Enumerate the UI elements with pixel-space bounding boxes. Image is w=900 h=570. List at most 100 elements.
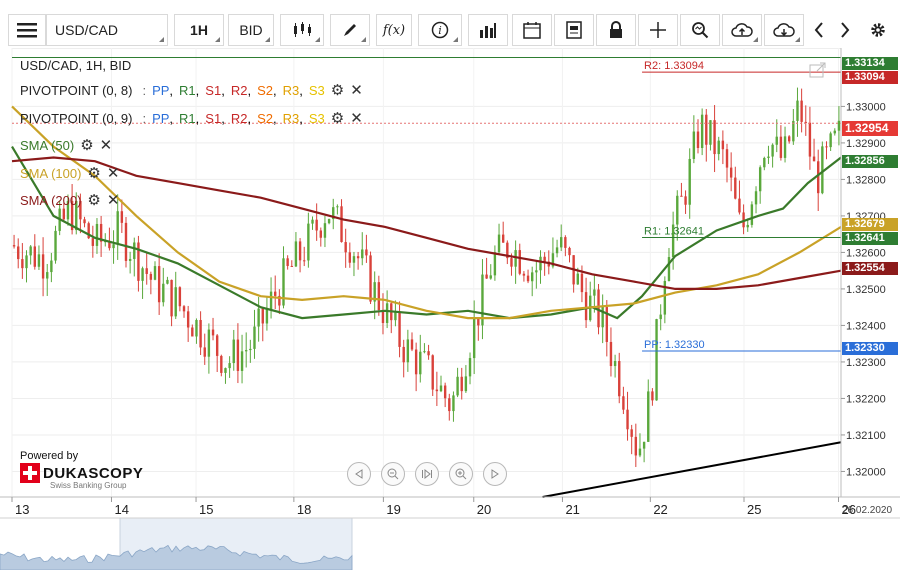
sma50-name: SMA (50) [20, 137, 75, 153]
candle-body [124, 222, 128, 261]
zoom-in-button[interactable] [449, 462, 473, 486]
candle-body [555, 247, 559, 254]
candle-body [439, 385, 443, 392]
candle-body [199, 319, 202, 348]
triangle-left-icon [355, 469, 363, 479]
level-label: R2: 1.33094 [644, 60, 704, 72]
price-chart[interactable]: R2: 1.33094 R1: 1.32641 PP: 1.32330 1.3200… [0, 48, 900, 570]
sma200-close-icon[interactable]: ✕ [106, 191, 120, 209]
sma100-gear-icon[interactable]: ⚙ [87, 164, 101, 182]
candle-body [472, 317, 476, 359]
zoom-button[interactable] [680, 14, 720, 46]
candle-body [257, 308, 260, 327]
settings-button[interactable] [862, 14, 894, 46]
pivot-2-close-icon[interactable]: ✕ [350, 109, 363, 127]
grid [11, 48, 841, 497]
bars-icon [480, 23, 496, 38]
pivot-1-gear-icon[interactable]: ⚙ [330, 81, 345, 99]
indicators-button[interactable]: f(x) [376, 14, 412, 46]
x-tick-label: 21 [565, 502, 579, 517]
chart-type-button[interactable] [280, 14, 324, 46]
candle-body [91, 238, 95, 246]
pivot-2-s3: S3 [308, 110, 325, 126]
reset-view-button[interactable] [415, 462, 439, 486]
candle-body [456, 376, 459, 396]
x-tick-label: 15 [199, 502, 213, 517]
pivot-1-close-icon[interactable]: ✕ [350, 81, 363, 99]
navigator[interactable] [0, 517, 900, 570]
candle-body [385, 303, 389, 324]
scroll-right-button[interactable] [832, 14, 858, 46]
draw-tools-button[interactable] [330, 14, 370, 46]
candle-body [278, 295, 281, 306]
sma50-gear-icon[interactable]: ⚙ [80, 136, 94, 154]
candle-body [311, 219, 314, 224]
candle-body [626, 409, 629, 430]
candles-icon [294, 22, 311, 37]
sma50-close-icon[interactable]: ✕ [99, 136, 113, 154]
pivot-2-r2: R2 [230, 110, 248, 126]
pivot-indicator-1: PIVOTPOINT (0, 8) : PP, R1, S1, R2, S2, … [20, 81, 363, 99]
candle-body [671, 224, 675, 258]
crosshair-button[interactable] [638, 14, 678, 46]
candle-body [75, 200, 78, 231]
pivot-1-r3: R3 [282, 82, 300, 98]
candle-body [298, 241, 302, 261]
candle-body [506, 242, 509, 259]
upload-button[interactable] [722, 14, 762, 46]
menu-button[interactable] [8, 14, 46, 46]
dukascopy-logo[interactable]: DUKASCOPY Swiss Banking Group [20, 463, 144, 490]
candle-body [33, 246, 36, 267]
calendar-icon [523, 22, 541, 39]
info-icon: i [431, 21, 449, 39]
fullscreen-button[interactable] [808, 62, 828, 80]
calendar-button[interactable] [512, 14, 552, 46]
candle-body [481, 274, 484, 326]
pivot-2-gear-icon[interactable]: ⚙ [330, 109, 345, 127]
candle-body [220, 355, 223, 373]
candle-body [315, 219, 318, 231]
candle-body [833, 130, 836, 134]
lock-button[interactable] [596, 14, 636, 46]
candle-body [83, 219, 86, 224]
play-reset-icon [422, 469, 432, 479]
candle-body [282, 258, 285, 306]
pan-left-button[interactable] [347, 462, 371, 486]
expand-icon [809, 62, 826, 78]
candle-body [87, 223, 90, 239]
candle-body [373, 282, 376, 302]
candle-body [149, 273, 153, 280]
candle-body [560, 237, 563, 248]
candle-body [613, 361, 617, 367]
candle-body [767, 156, 770, 158]
triangle-right-icon [491, 469, 499, 479]
template-button[interactable] [554, 14, 594, 46]
volume-button[interactable] [468, 14, 508, 46]
scroll-left-button[interactable] [806, 14, 832, 46]
download-button[interactable] [764, 14, 804, 46]
sma100-close-icon[interactable]: ✕ [106, 164, 120, 182]
info-button[interactable]: i [418, 14, 462, 46]
instrument-select[interactable]: USD/CAD [46, 14, 168, 46]
candle-body [137, 242, 140, 281]
candle-body [236, 339, 240, 371]
candle-body [203, 347, 206, 357]
candle-body [618, 361, 621, 397]
candle-body [323, 223, 327, 238]
period-select[interactable]: 1H [174, 14, 224, 46]
brand-name: DUKASCOPY [43, 464, 144, 482]
candle-body [414, 349, 418, 375]
crosshair-icon [650, 22, 666, 38]
candle-body [195, 319, 198, 337]
candle-body [419, 351, 422, 375]
pan-right-button[interactable] [483, 462, 507, 486]
zoom-out-button[interactable] [381, 462, 405, 486]
candle-body [680, 195, 683, 197]
candle-body [41, 254, 45, 279]
sma200-gear-icon[interactable]: ⚙ [87, 191, 101, 209]
side-select[interactable]: BID [228, 14, 274, 46]
candle-body [381, 309, 385, 324]
candle-body [497, 234, 501, 253]
candle-body [37, 254, 41, 267]
